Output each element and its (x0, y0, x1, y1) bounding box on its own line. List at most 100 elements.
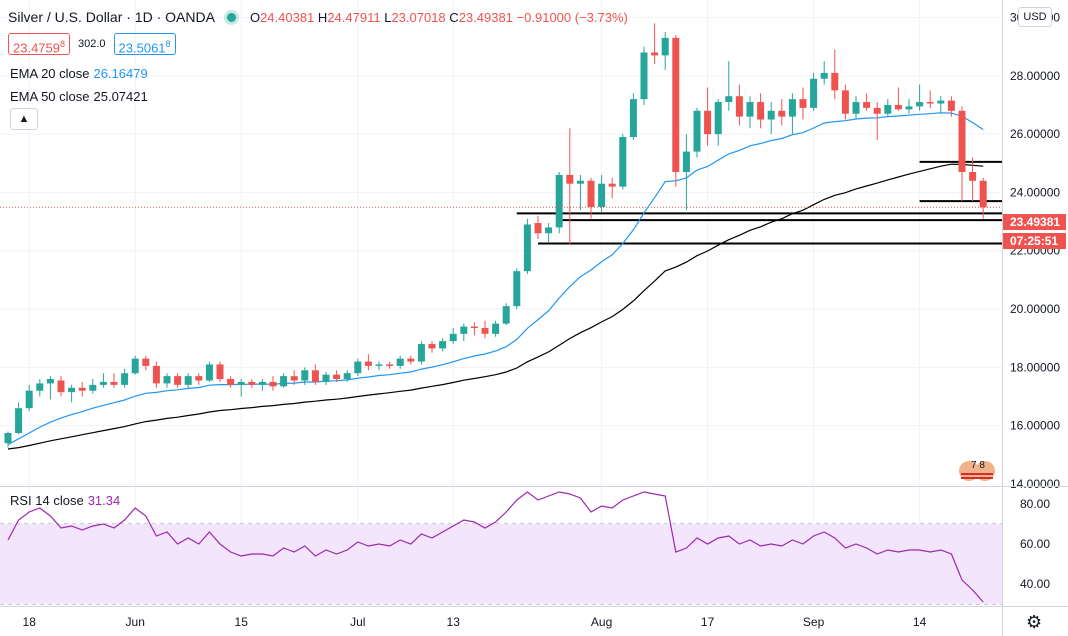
symbol-title[interactable]: Silver / U.S. Dollar · 1D · OANDA (8, 9, 215, 25)
open-value: 24.40381 (260, 9, 315, 25)
flag-icon: 7 8 (959, 460, 995, 481)
currency-button[interactable]: USD (1018, 7, 1052, 27)
date-tick-label: 14 (913, 615, 927, 629)
countdown-tag-bg (1003, 233, 1066, 249)
candle-down (735, 96, 743, 117)
candle-down (407, 358, 415, 362)
gear-icon[interactable]: ⚙ (1026, 612, 1043, 632)
candle-down (979, 180, 987, 208)
date-tick-label: 17 (701, 615, 715, 629)
candle-up (258, 381, 266, 385)
candle-down (364, 361, 372, 366)
candle-up (396, 358, 404, 366)
candle-up (131, 358, 139, 374)
candle-up (576, 180, 584, 184)
spread-value: 302.0 (78, 38, 106, 50)
status-dot-icon (226, 12, 236, 22)
candle-up (937, 100, 945, 104)
candle-up (121, 373, 129, 385)
candle-down (969, 172, 977, 181)
candle-up (767, 110, 775, 120)
candle-up (746, 102, 754, 117)
sell-price: 23.4759 (13, 40, 60, 56)
candle-down (587, 180, 595, 208)
candle-up (884, 104, 892, 114)
candle-up (460, 326, 468, 334)
candle-up (89, 384, 97, 391)
buy-button[interactable]: 23.50618 (113, 33, 176, 56)
candle-up (693, 110, 701, 152)
candle-up (725, 96, 733, 103)
price-tick-label: 24.00000 (1010, 185, 1060, 199)
candle-up (375, 364, 383, 366)
date-tick-label: Jun (126, 615, 145, 629)
candle-up (714, 102, 722, 135)
candle-down (481, 328, 489, 334)
candle-down (863, 102, 871, 108)
ema50-label: EMA 50 close (10, 89, 90, 104)
candle-down (672, 37, 680, 173)
price-tick-label: 26.00000 (1010, 127, 1060, 141)
candle-up (163, 376, 171, 384)
candle-down (386, 364, 394, 366)
price-tick-label: 14.00000 (1010, 477, 1060, 491)
open-label: O (249, 9, 261, 25)
candle-up (502, 306, 510, 324)
rsi-tick-label: 80.00 (1020, 497, 1050, 511)
candle-up (4, 432, 12, 444)
ema50-legend[interactable]: EMA 50 close 25.07421 (10, 89, 148, 104)
candle-down (227, 379, 235, 385)
candle-down (651, 52, 659, 56)
collapse-legend-button[interactable]: ▲ (10, 108, 38, 130)
candle-up (184, 376, 192, 385)
ema50-line (7, 163, 984, 450)
candle-up (492, 323, 500, 334)
ema20-line (7, 112, 984, 446)
symbol-header: Silver / U.S. Dollar · 1D · OANDA O24.40… (8, 6, 628, 28)
economic-events-badge[interactable]: 7 8 (957, 458, 997, 482)
candle-up (36, 383, 44, 391)
candle-down (78, 387, 86, 391)
date-tick-label: 18 (23, 615, 37, 629)
rsi-legend[interactable]: RSI 14 close 31.34 (10, 493, 120, 508)
last-price-tag-bg (1003, 214, 1066, 230)
candle-up (523, 224, 531, 272)
candle-down (926, 102, 934, 104)
candle-down (290, 376, 298, 381)
price-tick-label: 16.00000 (1010, 419, 1060, 433)
candle-up (25, 390, 33, 409)
ema50-value: 25.07421 (93, 89, 148, 104)
candle-up (852, 102, 860, 114)
rsi-tick-label: 40.00 (1020, 577, 1050, 591)
candle-down (110, 381, 118, 385)
candle-down (566, 174, 574, 184)
events-count: 7 8 (971, 460, 985, 471)
candle-up (545, 227, 553, 234)
horizontal-levels[interactable] (516, 160, 1002, 245)
candle-up (417, 344, 425, 362)
candle-down (757, 102, 765, 120)
rsi-tick-label: 60.00 (1020, 537, 1050, 551)
candle-up (449, 333, 457, 342)
date-tick-label: Aug (591, 615, 612, 629)
last-price-tag: 23.49381 (1010, 215, 1060, 229)
candle-down (248, 381, 256, 385)
candle-up (905, 106, 913, 110)
date-tick-label: 13 (447, 615, 461, 629)
candle-up (810, 78, 818, 108)
chevron-up-icon: ▲ (18, 113, 30, 125)
low-value: 23.07018 (391, 9, 446, 25)
ema20-value: 26.16479 (93, 66, 148, 81)
candle-up (661, 37, 669, 56)
candle-down (608, 183, 616, 187)
ema20-legend[interactable]: EMA 20 close 26.16479 (10, 66, 148, 81)
candle-down (947, 100, 955, 111)
candle-down (57, 380, 65, 393)
candle-down (831, 72, 839, 91)
buy-price-sup: 8 (165, 39, 171, 49)
candle-down (470, 326, 478, 329)
buy-price: 23.5061 (118, 40, 166, 56)
sell-button[interactable]: 23.47598 (8, 33, 71, 56)
candle-down (958, 110, 966, 173)
